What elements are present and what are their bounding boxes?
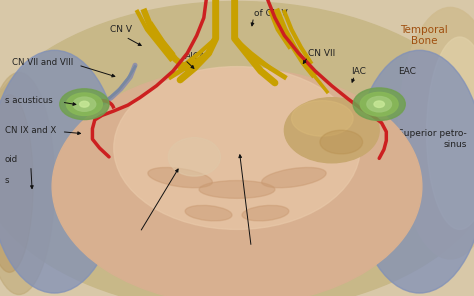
Text: Superior petro-
sinus: Superior petro- sinus xyxy=(398,129,467,149)
Circle shape xyxy=(80,101,89,107)
Text: CN IX and X: CN IX and X xyxy=(5,126,56,135)
Text: CN V: CN V xyxy=(110,25,132,34)
Circle shape xyxy=(60,89,109,120)
Ellipse shape xyxy=(0,73,55,295)
Text: s: s xyxy=(5,176,9,185)
Circle shape xyxy=(73,97,96,111)
Ellipse shape xyxy=(168,138,220,176)
Circle shape xyxy=(367,96,392,112)
Text: IAC: IAC xyxy=(351,67,365,76)
Text: EAC: EAC xyxy=(398,67,416,76)
Text: Compression
of 4th ventricle
(in larger tumors): Compression of 4th ventricle (in larger … xyxy=(69,201,154,231)
Ellipse shape xyxy=(52,68,422,296)
Ellipse shape xyxy=(114,67,360,229)
Text: Temporal
Bone: Temporal Bone xyxy=(401,25,448,46)
Ellipse shape xyxy=(398,7,474,259)
Ellipse shape xyxy=(284,98,379,163)
Text: of CN V: of CN V xyxy=(254,9,287,18)
Circle shape xyxy=(374,101,384,107)
Text: CN VII and VIII: CN VII and VIII xyxy=(12,58,73,67)
Circle shape xyxy=(360,92,398,116)
Ellipse shape xyxy=(0,50,121,293)
Ellipse shape xyxy=(320,130,363,154)
Text: AICA: AICA xyxy=(185,52,206,61)
Ellipse shape xyxy=(148,168,212,188)
Text: CN VII: CN VII xyxy=(308,49,335,58)
Ellipse shape xyxy=(199,181,275,198)
Ellipse shape xyxy=(427,37,474,229)
Ellipse shape xyxy=(262,168,326,188)
Ellipse shape xyxy=(292,101,353,136)
Ellipse shape xyxy=(0,95,33,272)
Text: oid: oid xyxy=(5,155,18,164)
Circle shape xyxy=(353,88,405,120)
Circle shape xyxy=(66,93,102,115)
Ellipse shape xyxy=(242,205,289,221)
Text: Displacement of
cerebellum and
brain stem: Displacement of cerebellum and brain ste… xyxy=(229,219,307,249)
Ellipse shape xyxy=(353,50,474,293)
Text: s acusticus: s acusticus xyxy=(5,96,53,105)
Ellipse shape xyxy=(185,205,232,221)
